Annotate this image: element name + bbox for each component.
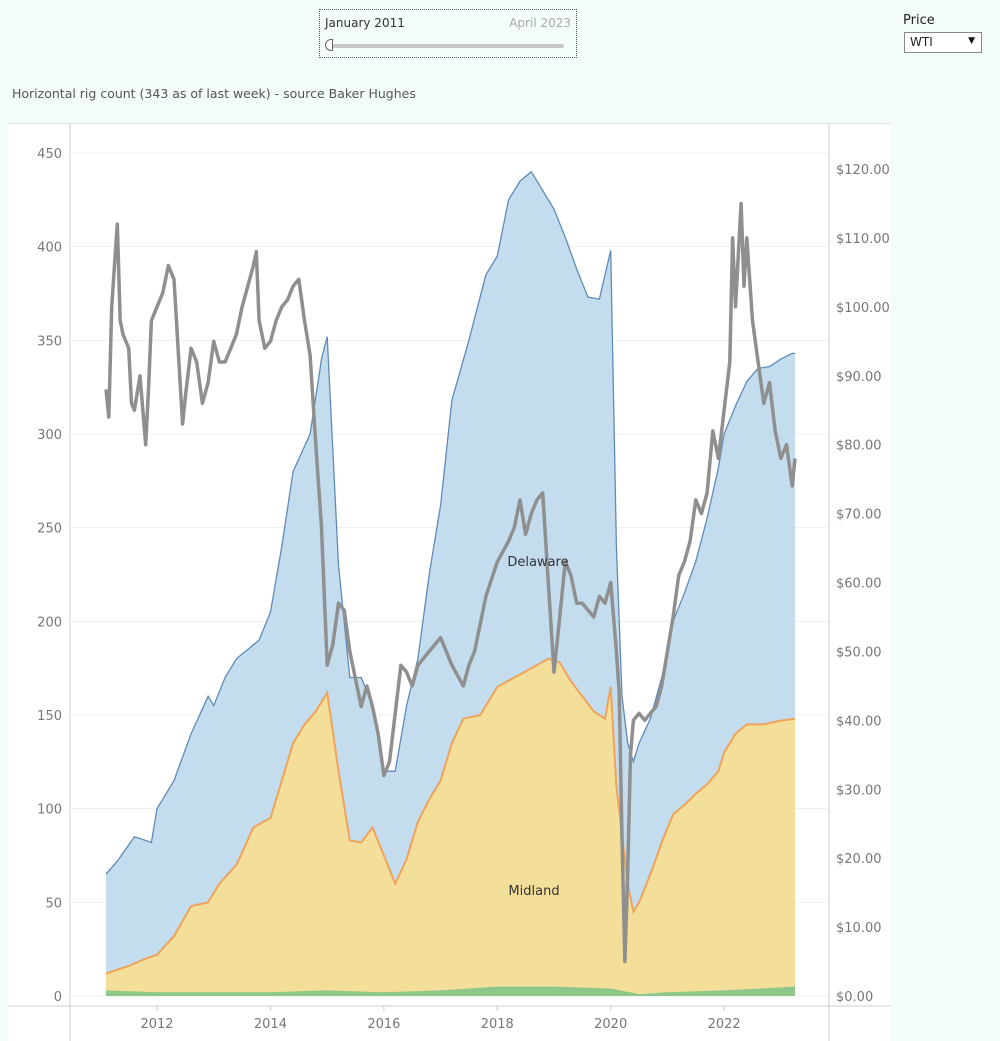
- other-area: [106, 986, 795, 996]
- y-right-tick-label: $60.00: [836, 577, 882, 592]
- delaware-line: [105, 170, 795, 875]
- y-right-tick-label: $100.00: [836, 301, 890, 316]
- rig-count-chart: 0 50 100 150 200 250 300 350 400 450 $0.00 $10.00 $2…: [8, 123, 891, 1041]
- y-left-tick-label: 400: [37, 241, 62, 256]
- slider-start-label: January 2011: [325, 16, 405, 30]
- price-dropdown-value: WTI: [910, 35, 933, 49]
- x-tick-label: 2016: [367, 1017, 400, 1032]
- y-right-tick-label: $20.00: [836, 852, 882, 867]
- x-tick-label: 2018: [481, 1017, 514, 1032]
- chart-panel: 0 50 100 150 200 250 300 350 400 450 $0.00 $10.00 $2…: [8, 123, 891, 1041]
- y-left-tick-label: 50: [45, 896, 62, 911]
- x-tick-label: 2020: [594, 1017, 627, 1032]
- y-left-tick-label: 150: [37, 709, 62, 724]
- price-filter-label: Price: [903, 13, 935, 28]
- y-left-tick-label: 100: [37, 803, 62, 818]
- x-tick-label: 2014: [254, 1017, 287, 1032]
- chart-title: Horizontal rig count (343 as of last wee…: [12, 86, 416, 101]
- y-left-tick-label: 350: [37, 334, 62, 349]
- midland-label: Midland: [508, 884, 559, 899]
- slider-track[interactable]: [326, 44, 564, 48]
- y-right-tick-label: $80.00: [836, 439, 882, 454]
- slider-end-label: April 2023: [509, 16, 571, 30]
- y-right-tick-label: $110.00: [836, 232, 890, 247]
- midland-line: [105, 657, 796, 975]
- y-left-tick-label: 200: [37, 615, 62, 630]
- price-dropdown[interactable]: WTI ▼: [904, 32, 982, 53]
- slider-start-handle[interactable]: [325, 39, 333, 51]
- y-left-tick-label: 450: [37, 147, 62, 162]
- x-tick-label: 2012: [140, 1017, 173, 1032]
- wti-price-line: [104, 201, 797, 964]
- y-right-tick-label: $70.00: [836, 508, 882, 523]
- y-left-tick-label: 300: [37, 428, 62, 443]
- y-right-tick-label: $0.00: [836, 990, 873, 1005]
- dropdown-arrow-icon: ▼: [968, 36, 975, 46]
- delaware-label: Delaware: [507, 555, 568, 570]
- y-right-tick-label: $90.00: [836, 370, 882, 385]
- x-tick-label: 2022: [708, 1017, 741, 1032]
- y-right-tick-label: $40.00: [836, 714, 882, 729]
- y-right-tick-label: $30.00: [836, 783, 882, 798]
- y-left-tick-label: 0: [54, 990, 62, 1005]
- date-range-slider[interactable]: January 2011 April 2023: [319, 9, 577, 58]
- y-right-tick-label: $50.00: [836, 645, 882, 660]
- y-right-tick-label: $120.00: [836, 163, 890, 178]
- y-right-tick-label: $10.00: [836, 921, 882, 936]
- y-left-tick-label: 250: [37, 522, 62, 537]
